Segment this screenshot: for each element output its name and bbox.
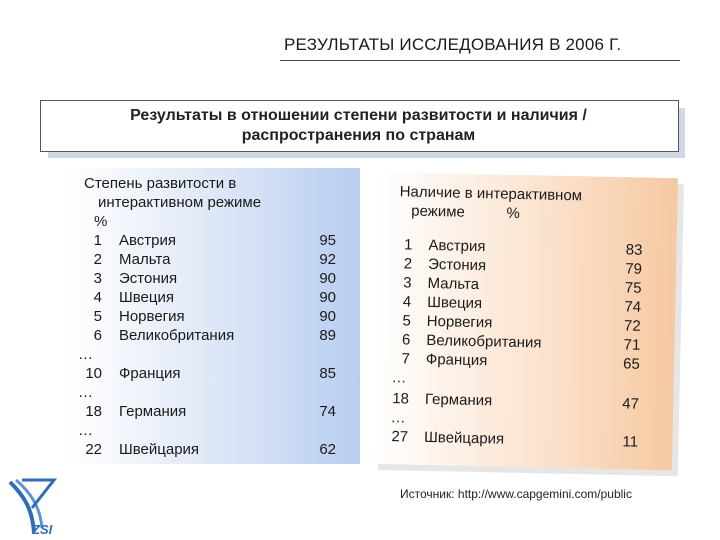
left-value: 90: [319, 308, 336, 325]
left-country: Норвегия: [119, 308, 185, 325]
left-header-line-3: %: [94, 213, 108, 230]
slide-title: РЕЗУЛЬТАТЫ ИССЛЕДОВАНИЯ В 2006 Г.: [284, 35, 622, 54]
subtitle: Результаты в отношении степени развитост…: [40, 106, 677, 146]
right-rank: 2: [403, 255, 413, 273]
left-value: 95: [319, 232, 336, 249]
left-value: 92: [319, 251, 336, 268]
left-country: Великобритания: [119, 327, 235, 344]
right-rank: 4: [402, 293, 412, 311]
right-country: Франция: [425, 350, 488, 370]
right-value: 74: [624, 298, 642, 316]
left-country: Австрия: [119, 232, 177, 249]
right-ellipsis: …: [391, 369, 407, 387]
right-rank: 18: [392, 390, 410, 408]
left-value: 85: [319, 365, 336, 382]
right-row: 27 Швейцария 11: [382, 428, 638, 454]
zsi-logo-icon: ZSI: [8, 478, 58, 536]
left-country: Эстония: [119, 270, 178, 287]
right-value: 71: [623, 336, 641, 354]
left-country: Швеция: [119, 289, 174, 306]
right-header-line-2: режиме %: [411, 202, 521, 222]
left-row: 10 Франция 85: [74, 365, 336, 385]
right-panel: Наличие в интерактивном режиме % 1 Австр…: [382, 178, 648, 464]
left-rank: 3: [93, 270, 102, 287]
left-rank: 10: [85, 365, 102, 382]
left-row: 2 Мальта 92: [74, 251, 336, 271]
left-row: 22 Швейцария 62: [74, 441, 336, 461]
left-rank: 22: [85, 441, 102, 458]
right-country: Германия: [424, 390, 493, 410]
right-rank: 27: [391, 428, 409, 446]
right-rank: 7: [401, 350, 411, 368]
subtitle-line-1: Результаты в отношении степени развитост…: [130, 107, 587, 124]
title-underline: [280, 60, 680, 61]
right-country: Швейцария: [423, 428, 505, 448]
right-country: Норвегия: [426, 312, 493, 332]
left-ellipsis: …: [78, 346, 93, 363]
source-note: Источник: http://www.capgemini.com/publi…: [400, 487, 632, 501]
left-row: 6 Великобритания 89: [74, 327, 336, 347]
right-value: 11: [622, 433, 639, 451]
left-ellipsis: …: [78, 422, 93, 439]
left-rank: 18: [85, 403, 102, 420]
right-row: 18 Германия 47: [383, 390, 639, 416]
left-country: Германия: [119, 403, 187, 420]
left-rank: 5: [93, 308, 102, 325]
right-value: 75: [624, 279, 642, 297]
left-row: 5 Норвегия 90: [74, 308, 336, 328]
left-row: 1 Австрия 95: [74, 232, 336, 252]
left-header-line-2: интерактивном режиме: [98, 194, 262, 211]
right-rank: 1: [403, 236, 413, 254]
right-country: Австрия: [428, 236, 486, 256]
left-country: Швейцария: [119, 441, 200, 458]
right-country: Великобритания: [426, 331, 542, 352]
right-value: 72: [623, 317, 641, 335]
left-value: 89: [319, 327, 336, 344]
right-value: 83: [625, 241, 643, 259]
left-value: 90: [319, 270, 336, 287]
right-rank: 6: [401, 331, 411, 349]
left-ellipsis: …: [78, 384, 93, 401]
left-rank: 6: [93, 327, 102, 344]
left-value: 62: [319, 441, 336, 458]
left-value: 90: [319, 289, 336, 306]
left-row: 18 Германия 74: [74, 403, 336, 423]
left-rank: 4: [93, 289, 102, 306]
right-panel-header: Наличие в интерактивном режиме %: [399, 182, 630, 225]
right-country: Швеция: [426, 293, 483, 313]
right-rank: 3: [403, 274, 412, 292]
subtitle-line-2: распространения по странам: [241, 127, 476, 144]
logo-text: ZSI: [31, 522, 53, 536]
right-value: 65: [622, 355, 641, 373]
left-country: Франция: [119, 365, 181, 382]
left-panel-header: Степень развитости в интерактивном режим…: [84, 174, 304, 231]
left-value: 74: [319, 403, 336, 420]
right-country: Эстония: [427, 255, 487, 275]
left-rank: 2: [93, 251, 102, 268]
right-rank: 5: [402, 312, 411, 330]
left-rank: 1: [93, 232, 102, 249]
right-country: Мальта: [427, 274, 480, 294]
left-header-line-1: Степень развитости в: [84, 175, 237, 192]
right-value: 79: [625, 260, 643, 278]
right-value: 47: [622, 395, 640, 413]
right-ellipsis: …: [390, 409, 406, 427]
subtitle-box: [40, 100, 679, 152]
left-row: 4 Швеция 90: [74, 289, 336, 309]
left-country: Мальта: [119, 251, 171, 268]
left-row: 3 Эстония 90: [74, 270, 336, 290]
left-panel-background: [68, 168, 360, 464]
